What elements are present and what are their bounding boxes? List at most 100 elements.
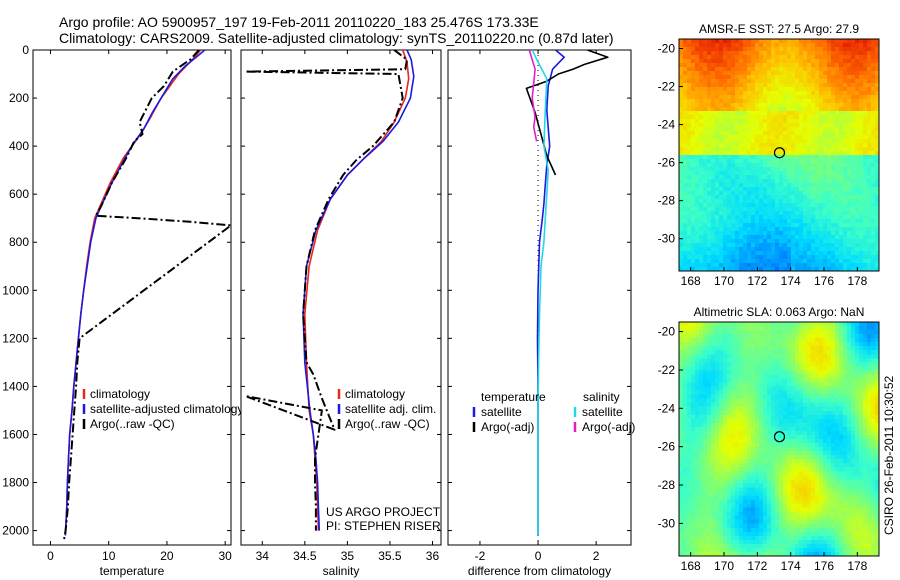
map-cell xyxy=(683,471,688,476)
map-cell xyxy=(815,203,820,208)
map-cell xyxy=(767,123,772,128)
map-cell xyxy=(687,151,692,156)
map-cell xyxy=(843,422,848,428)
map-cell xyxy=(775,83,780,88)
map-cell xyxy=(715,426,720,432)
map-cell xyxy=(735,378,740,384)
map-cell xyxy=(707,163,712,168)
map-cell xyxy=(771,247,776,252)
map-cell xyxy=(703,215,708,220)
map-cell xyxy=(699,175,704,180)
map-cell xyxy=(859,83,864,88)
map-cell xyxy=(803,143,808,148)
map-cell xyxy=(771,71,776,76)
map-cell xyxy=(735,87,740,92)
map-cell xyxy=(735,215,740,220)
map-cell xyxy=(823,159,828,164)
map-cell xyxy=(847,354,852,359)
map-cell xyxy=(851,187,856,192)
map-cell xyxy=(855,83,860,88)
map-cell xyxy=(707,239,712,244)
map-cell xyxy=(799,127,804,132)
map-cell xyxy=(803,414,808,420)
map-cell xyxy=(715,111,720,116)
map-cell xyxy=(731,187,736,192)
map-cell xyxy=(703,467,708,472)
map-cell xyxy=(703,366,708,372)
map-cell xyxy=(807,386,812,392)
map-cell xyxy=(779,159,784,164)
map-cell xyxy=(751,43,756,48)
map-cell xyxy=(767,374,772,380)
map-cell xyxy=(831,346,836,351)
map-cell xyxy=(739,414,744,420)
map-cell xyxy=(679,443,684,448)
map-cell xyxy=(863,231,868,236)
map-cell xyxy=(747,115,752,120)
map-cell xyxy=(755,171,760,176)
map-cell xyxy=(727,215,732,220)
map-cell xyxy=(739,171,744,176)
map-cell xyxy=(843,378,848,384)
map-cell xyxy=(823,390,828,396)
map-cell xyxy=(695,231,700,236)
map-cell xyxy=(719,451,724,456)
map-cell xyxy=(803,398,808,404)
map-cell xyxy=(679,155,684,160)
map-cell xyxy=(815,191,820,196)
map-cell xyxy=(815,43,820,48)
map-cell xyxy=(683,326,688,331)
map-cell xyxy=(863,374,868,380)
map-cell xyxy=(819,107,824,112)
map-cell xyxy=(775,451,780,456)
map-cell xyxy=(703,330,708,335)
map-cell xyxy=(735,59,740,64)
map-cell xyxy=(787,115,792,120)
map-cell xyxy=(683,354,688,359)
map-cell xyxy=(787,239,792,244)
map-cell xyxy=(731,447,736,452)
map-cell xyxy=(775,39,780,44)
map-cell xyxy=(831,390,836,396)
map-cell xyxy=(783,259,788,264)
map-cell xyxy=(727,346,732,351)
map-cell xyxy=(783,127,788,132)
map-cell xyxy=(771,394,776,400)
map-cell xyxy=(779,151,784,156)
map-cell xyxy=(715,171,720,176)
map-cell xyxy=(851,338,856,343)
map-cell xyxy=(843,362,848,367)
map-cell xyxy=(779,267,784,272)
map-cell xyxy=(699,426,704,432)
map-cell xyxy=(779,402,784,408)
map-cell xyxy=(699,159,704,164)
map-cell xyxy=(867,394,872,400)
map-cell xyxy=(755,247,760,252)
map-cell xyxy=(703,183,708,188)
map-cell xyxy=(691,43,696,48)
map-cell xyxy=(763,191,768,196)
map-cell xyxy=(771,203,776,208)
y-tick-label: 200 xyxy=(9,91,29,105)
map-cell xyxy=(699,235,704,240)
map-cell xyxy=(683,135,688,140)
map-cell xyxy=(791,338,796,343)
map-cell xyxy=(755,394,760,400)
map-cell xyxy=(691,195,696,200)
map-cell xyxy=(815,366,820,372)
map-cell xyxy=(687,159,692,164)
map-cell xyxy=(747,235,752,240)
map-cell xyxy=(855,386,860,392)
map-cell xyxy=(807,195,812,200)
map-cell xyxy=(687,227,692,232)
map-cell xyxy=(871,195,876,200)
map-cell xyxy=(787,467,792,472)
map-cell xyxy=(747,471,752,476)
map-cell xyxy=(795,374,800,380)
map-cell xyxy=(863,67,868,72)
map-cell xyxy=(831,443,836,448)
map-cell xyxy=(751,39,756,44)
map-cell xyxy=(755,111,760,116)
map-cell xyxy=(679,267,684,272)
map-cell xyxy=(711,183,716,188)
